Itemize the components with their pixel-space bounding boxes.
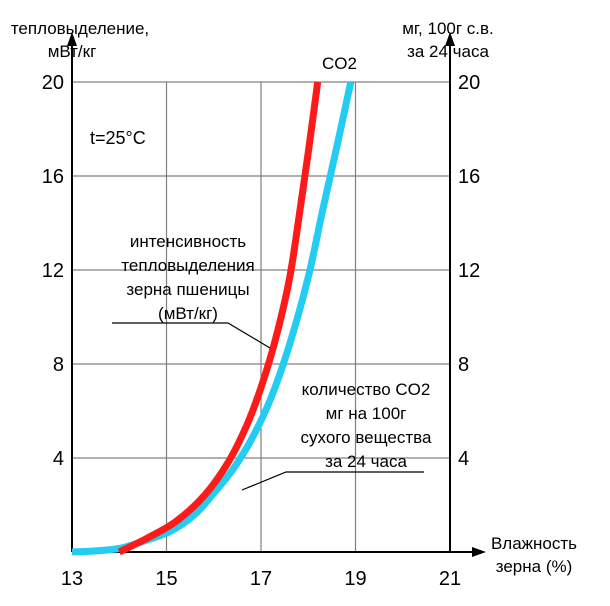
y-right-tick-label-12: 12 <box>458 260 480 282</box>
left-axis-label-line2: мВт/кг <box>48 42 97 61</box>
right-axis-arrow <box>445 32 455 46</box>
co2-label-line4: за 24 часа <box>325 452 407 471</box>
y-left-tick-label-12: 12 <box>42 260 64 282</box>
x-tick-label-19: 19 <box>344 568 366 590</box>
left-axis-arrow <box>67 32 77 46</box>
co2-leader-line <box>241 471 424 491</box>
y-right-tick-label-4: 4 <box>458 448 469 470</box>
left-axis-label-line1: тепловыделение, <box>11 19 149 38</box>
temperature-note: t=25°C <box>90 128 146 148</box>
co2-curve-label-text: CO2 <box>322 54 357 73</box>
x-tick-label-17: 17 <box>250 568 272 590</box>
heat-label-line3: зерна пшеницы <box>126 280 249 299</box>
x-axis-arrow <box>472 547 486 557</box>
co2-label-line2: мг на 100г <box>326 404 407 423</box>
x-axis-label-line2: зерна (%) <box>496 557 573 576</box>
heat-leader-line <box>112 322 271 349</box>
co2-label-line3: сухого вещества <box>301 428 432 447</box>
y-left-tick-label-20: 20 <box>42 72 64 94</box>
co2-annotation: количество CO2 мг на 100г сухого веществ… <box>241 380 432 491</box>
y-left-tick-label-4: 4 <box>53 448 64 470</box>
right-axis-label-line2: за 24 часа <box>407 42 489 61</box>
heat-label-line4: (мВт/кг) <box>158 304 218 323</box>
right-axis-label-line1: мг, 100г с.в. <box>402 19 494 38</box>
heat-label-line2: тепловыделения <box>121 256 254 275</box>
heat-label-line1: интенсивность <box>130 232 246 251</box>
x-axis-label-line1: Влажность <box>491 534 577 553</box>
y-right-tick-label-8: 8 <box>458 354 469 376</box>
series-line-heat <box>117 81 322 556</box>
y-right-tick-label-16: 16 <box>458 166 480 188</box>
y-left-tick-label-8: 8 <box>53 354 64 376</box>
y-left-tick-label-16: 16 <box>42 166 64 188</box>
heat-annotation: интенсивность тепловыделения зерна пшени… <box>112 232 271 349</box>
x-tick-label-15: 15 <box>155 568 177 590</box>
grid-lines <box>72 81 450 552</box>
y-right-tick-label-20: 20 <box>458 72 480 94</box>
x-tick-label-13: 13 <box>61 568 83 590</box>
x-tick-label-21: 21 <box>439 568 461 590</box>
co2-curve-label: CO2 <box>322 54 357 73</box>
series-curves <box>71 81 355 556</box>
tick-labels: 13 15 17 19 21 20 16 12 8 4 20 16 12 8 4 <box>42 72 481 590</box>
co2-label-line1: количество CO2 <box>302 380 431 399</box>
